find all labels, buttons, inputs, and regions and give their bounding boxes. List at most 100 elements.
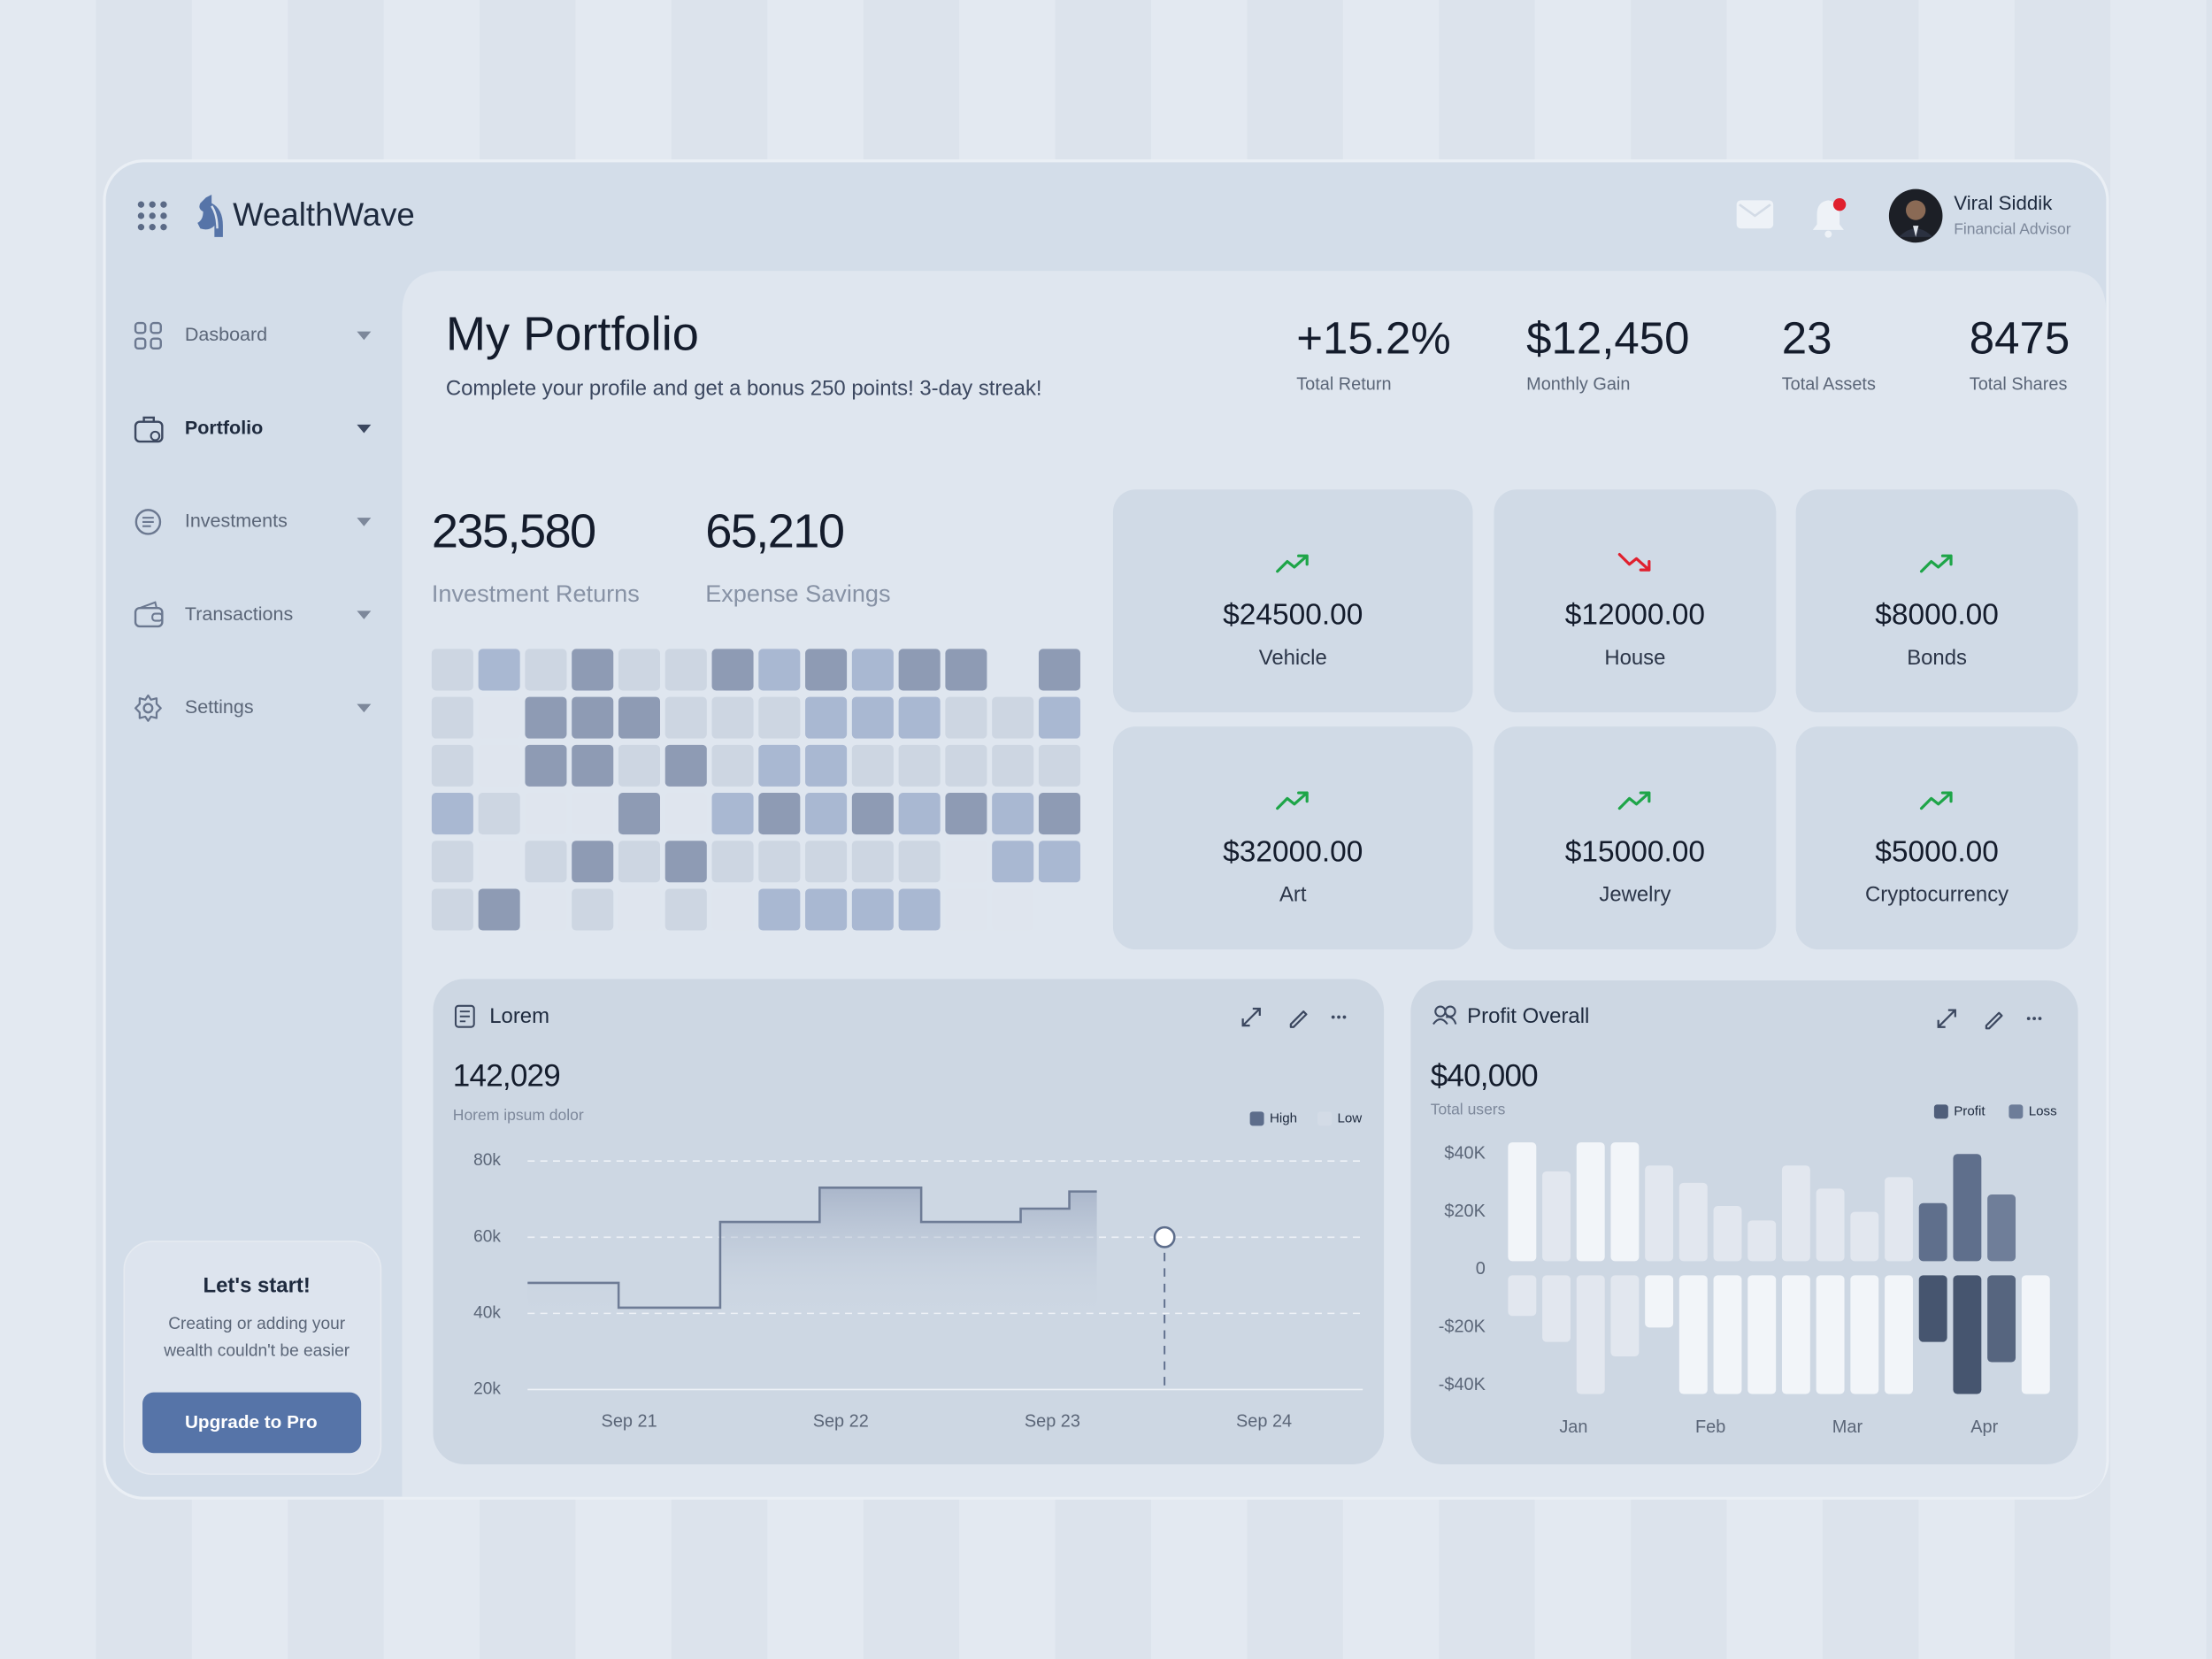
icon-part[interactable] [149,201,156,208]
heatmap-cell [1038,841,1080,883]
icon-part[interactable] [1241,1007,1261,1027]
nav-item[interactable]: Dasboard [127,308,380,365]
icon-part [142,517,154,527]
trend-icon [1919,554,1953,573]
heatmap-cell [945,793,987,835]
heatmap-cell [478,793,520,835]
bar [1781,1165,1810,1262]
icon-part[interactable] [137,201,145,208]
heatmap-cell [851,696,894,739]
heatmap-cell [618,793,661,835]
bar [1781,1275,1810,1394]
user-role: Financial Advisor [1954,220,2071,238]
summary-label: Expense Savings [705,580,890,607]
icon-part[interactable] [2032,1017,2037,1021]
edit-button[interactable] [1289,1010,1308,1028]
asset-card [1494,489,1777,713]
heatmap-cell [805,793,848,835]
expand-button[interactable] [1241,1007,1261,1027]
expand-button[interactable] [1937,1009,1956,1028]
bar [1953,1275,1982,1394]
avatar[interactable] [1888,188,1943,243]
icon-part[interactable] [1912,226,1919,237]
icon-part[interactable] [160,201,167,208]
icon-part[interactable] [1342,1015,1347,1019]
apps-icon[interactable] [137,201,167,231]
icon-part[interactable] [1337,1015,1340,1019]
edit-button[interactable] [1985,1011,2003,1030]
stat-value: 8475 [1970,312,2070,363]
mail-button[interactable] [1736,200,1774,229]
more-button[interactable] [1331,1015,1347,1019]
icon-part[interactable] [1906,200,1926,220]
button-bg [142,1392,362,1454]
bar [1542,1171,1571,1262]
heatmap-cell [478,696,520,739]
more-button[interactable] [2026,1017,2042,1021]
nav-label: Transactions [185,603,293,625]
trend-icon [1617,791,1651,810]
icon-part [1446,1016,1457,1025]
nav-item[interactable]: Settings [127,680,380,736]
summary-label: Investment Returns [432,580,640,607]
nav-item[interactable]: Investments [127,494,380,550]
icon-part[interactable] [137,212,145,219]
nav-hit-area[interactable] [127,680,380,736]
x-tick-label: Mar [1832,1417,1863,1437]
trend-icon [1919,791,1953,810]
user-name: Viral Siddik [1954,192,2053,214]
stat-value: 23 [1782,312,1832,363]
nav-item[interactable]: Transactions [127,587,380,643]
asset-value: $32000.00 [1223,835,1363,868]
panel-subtitle: Total users [1431,1100,1506,1118]
heatmap-cell [992,744,1034,787]
bar [1747,1220,1777,1262]
icon-part [150,430,161,442]
heatmap-cell [711,793,754,835]
icon-part[interactable] [2038,1017,2042,1021]
x-tick-label: Sep 22 [813,1411,869,1431]
heatmap-cell [618,696,661,739]
bar [1816,1188,1845,1262]
line-area [527,1187,1097,1319]
asset-label: Bonds [1907,646,1967,670]
panel-icon [1432,1005,1457,1025]
icon-part[interactable] [137,224,145,231]
icon-part[interactable] [1832,198,1847,211]
stat-value: +15.2% [1296,312,1450,363]
heatmap-cell [805,649,848,691]
heatmap-cell [945,696,987,739]
nav-icon [134,416,164,443]
stat-value: $12,450 [1526,312,1689,363]
upgrade-button[interactable]: Upgrade to Pro [142,1392,362,1454]
icon-part[interactable] [1289,1010,1308,1028]
icon-part[interactable] [160,212,167,219]
icon-part [134,321,147,334]
icon-part[interactable] [1937,1009,1956,1028]
line-series [527,1187,1097,1310]
nav-label: Portfolio [185,417,263,438]
heatmap-cell [525,649,567,691]
icon-part[interactable] [149,212,156,219]
icon-part[interactable] [1985,1011,2003,1030]
heatmap-cell [805,696,848,739]
icon-part[interactable] [1736,200,1774,229]
asset-label: Jewelry [1599,883,1671,907]
icon-part[interactable] [1331,1015,1335,1019]
notification-button[interactable] [1812,198,1847,238]
nav-icon [134,509,162,535]
bar [1610,1275,1640,1357]
icon-part[interactable] [2026,1017,2031,1021]
icon-part[interactable] [160,224,167,231]
legend-label: Low [1337,1110,1362,1125]
nav-caret [357,703,372,713]
nav-item[interactable]: Portfolio [127,401,380,457]
icon-part[interactable] [149,224,156,231]
icon-part[interactable] [1739,204,1771,218]
nav-label: Dasboard [185,324,267,345]
heatmap-cell [664,793,707,835]
icon-part[interactable] [1824,230,1832,238]
bar [1816,1275,1845,1394]
icon-part [211,205,219,229]
y-tick-label: 40k [473,1303,501,1322]
